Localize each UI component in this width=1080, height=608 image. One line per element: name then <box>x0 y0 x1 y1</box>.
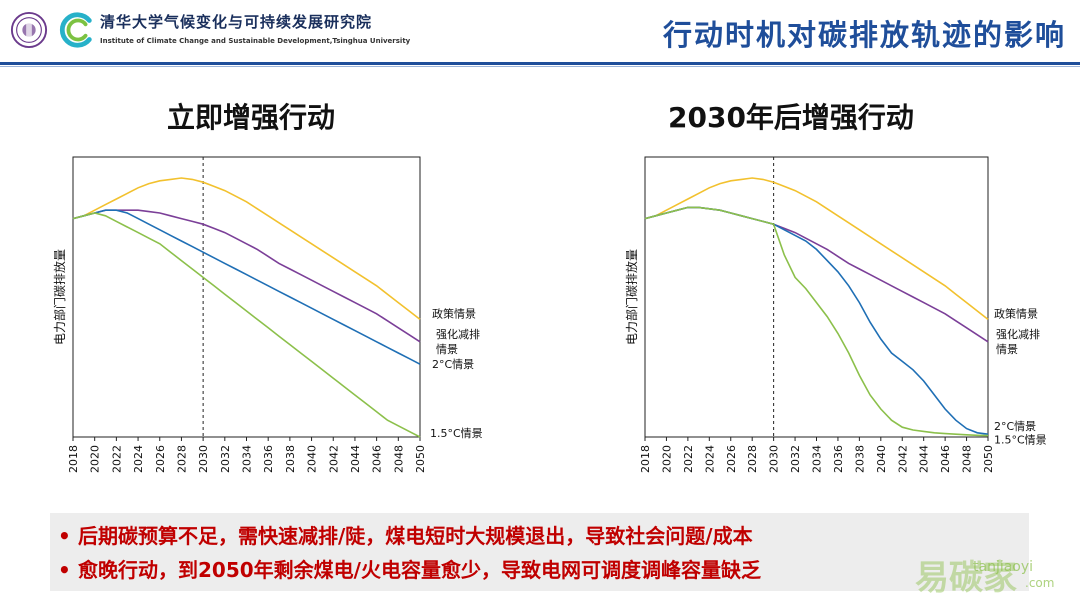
chart-1-tick-label: 2018 <box>639 445 652 473</box>
chart-0-tick-label: 2044 <box>349 445 362 473</box>
chart-1-label-enhanced: 情景 <box>996 343 1018 356</box>
chart-0-tick-label: 2026 <box>154 445 167 473</box>
chart-1-tick-label: 2038 <box>853 445 866 473</box>
chart-1-tick-label: 2024 <box>703 445 716 473</box>
chart-0-tick-label: 2040 <box>306 445 319 473</box>
chart-0-tick-label: 2018 <box>67 445 80 473</box>
chart-0-label-enhanced: 强化减排 <box>436 327 480 341</box>
chart-0-series-one-five-c <box>72 212 421 438</box>
chart-0-ylabel: 电力部门碳排放量 <box>52 249 67 345</box>
chart-0-tick-label: 2038 <box>284 445 297 473</box>
watermark-logo: 易碳家 tanjiaoyi .com <box>915 558 1054 598</box>
header-divider <box>0 62 1080 65</box>
chart-1-label-two-c: 2°C情景 <box>994 420 1036 433</box>
chart-1-tick-label: 2036 <box>832 445 845 473</box>
chart-0-tick-label: 2030 <box>197 445 210 473</box>
institute-logo-icon <box>59 12 92 48</box>
chart-0-tick-label: 2042 <box>327 445 340 473</box>
chart-0-tick-label: 2036 <box>262 445 275 473</box>
chart-1-tick-label: 2042 <box>896 445 909 473</box>
slide-title: 行动时机对碳排放轨迹的影响 <box>662 18 1066 52</box>
chart-1-tick-label: 2040 <box>875 445 888 473</box>
bullet-item: • 后期碳预算不足，需快速减排/陡，煤电短时大规模退出，导致社会问题/成本 <box>58 520 753 549</box>
chart-0-label-one-five-c: 1.5°C情景 <box>430 427 483 440</box>
header: 清华大学气候变化与可持续发展研究院 Institute of Climate C… <box>0 0 1080 62</box>
tsinghua-emblem-icon <box>10 11 48 49</box>
chart-1-series-policy <box>644 177 989 321</box>
chart-1-tick-label: 2046 <box>939 445 952 473</box>
chart-1-tick-label: 2044 <box>918 445 931 473</box>
chart-0-tick-label: 2020 <box>89 445 102 473</box>
bullet-dot: • <box>58 524 71 548</box>
chart-1-label-enhanced: 强化减排 <box>996 327 1040 341</box>
bullet-text: 愈晚行动，到2050年剩余煤电/火电容量愈少，导致电网可调度调峰容量缺乏 <box>78 558 761 582</box>
chart-1-tick-label: 2026 <box>725 445 738 473</box>
chart-1-label-one-five-c: 1.5°C情景 <box>994 434 1047 447</box>
chart-0-label-enhanced: 情景 <box>436 343 458 356</box>
chart-0-series-two-c <box>72 209 421 365</box>
watermark-domain: .com <box>1025 576 1054 590</box>
chart-0-tick-label: 2022 <box>110 445 123 473</box>
chart-1-tick-label: 2028 <box>746 445 759 473</box>
chart-1-tick-label: 2032 <box>789 445 802 473</box>
chart-1-tick-label: 2034 <box>811 445 824 473</box>
chart-0-label-policy: 政策情景 <box>432 306 476 320</box>
chart-1-series-one-five-c <box>644 206 989 437</box>
chart-0-tick-label: 2046 <box>371 445 384 473</box>
chart-0-tick-label: 2028 <box>175 445 188 473</box>
watermark-url: tanjiaoyi <box>973 559 1033 575</box>
chart-1-tick-label: 2022 <box>682 445 695 473</box>
chart-1-tick-label: 2030 <box>768 445 781 473</box>
chart-1-tick-label: 2050 <box>982 445 995 473</box>
chart-0-series-policy <box>72 177 421 321</box>
chart-1-tick-label: 2048 <box>961 445 974 473</box>
chart-right-title: 2030年后增强行动 <box>668 101 914 134</box>
chart-0-tick-label: 2050 <box>414 445 427 473</box>
bullet-box: • 后期碳预算不足，需快速减排/陡，煤电短时大规模退出，导致社会问题/成本 • 愈晚… <box>50 513 1029 591</box>
chart-1-tick-label: 2020 <box>660 445 673 473</box>
bullet-text: 后期碳预算不足，需快速减排/陡，煤电短时大规模退出，导致社会问题/成本 <box>78 524 753 548</box>
bullet-dot: • <box>58 558 71 582</box>
chart-0-frame <box>72 156 421 438</box>
chart-left-title: 立即增强行动 <box>167 101 336 134</box>
watermark-cn: 易碳家 <box>915 558 1017 598</box>
chart-0-series-enhanced <box>72 209 421 343</box>
chart-1-frame <box>644 156 989 438</box>
chart-0-tick-label: 2032 <box>219 445 232 473</box>
chart-0-label-two-c: 2°C情景 <box>432 358 474 371</box>
institute-name-cn: 清华大学气候变化与可持续发展研究院 <box>100 13 373 31</box>
header-divider-thin <box>0 66 1080 67</box>
chart-0-tick-label: 2024 <box>132 445 145 473</box>
chart-0-tick-label: 2034 <box>241 445 254 473</box>
chart-0-tick-label: 2048 <box>392 445 405 473</box>
bullet-item: • 愈晚行动，到2050年剩余煤电/火电容量愈少，导致电网可调度调峰容量缺乏 <box>58 554 761 583</box>
chart-1-ylabel: 电力部门碳排放量 <box>624 249 639 345</box>
chart-1-label-policy: 政策情景 <box>994 306 1038 320</box>
institute-name-en: Institute of Climate Change and Sustaina… <box>100 37 411 45</box>
